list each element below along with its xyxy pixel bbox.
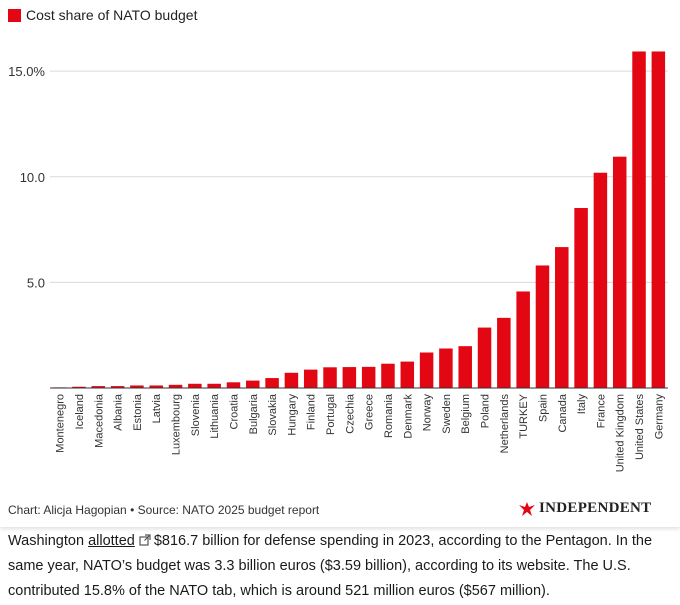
- x-tick-label: Macedonia: [93, 393, 105, 448]
- gridlines: 5.0 10.0 15.0%: [8, 64, 668, 290]
- bar-macedonia: [91, 386, 106, 388]
- external-link-icon[interactable]: [139, 534, 151, 546]
- x-tick-label: Czechia: [344, 393, 356, 434]
- x-tick-label: Albania: [113, 393, 125, 431]
- article-text-before: Washington: [8, 533, 89, 549]
- x-tick-label: Slovakia: [267, 393, 279, 435]
- x-tick-label: Denmark: [402, 394, 414, 439]
- chart-source: Chart: Alicja Hagopian • Source: NATO 20…: [8, 503, 320, 517]
- x-tick-label: Latvia: [151, 393, 163, 423]
- x-tick-label: United Kingdom: [615, 394, 627, 472]
- x-tick-label: Belgium: [460, 394, 472, 434]
- x-tick-label: Sweden: [441, 394, 453, 434]
- legend-swatch: [8, 8, 21, 22]
- x-axis-labels: Montenegro Iceland Macedonia Albania Estonia…: [55, 393, 666, 472]
- x-tick-label: Montenegro: [55, 394, 67, 453]
- x-tick-label: Bulgaria: [248, 393, 260, 434]
- x-tick-label: Poland: [480, 394, 492, 428]
- bar-chart: 5.0 10.0 15.0% Montenegro Iceland Macedonia A…: [8, 51, 668, 472]
- x-tick-label: United States: [634, 394, 646, 461]
- bar-estonia: [130, 385, 144, 388]
- eagle-logo-icon: [519, 501, 535, 516]
- x-tick-label: Italy: [576, 394, 588, 415]
- x-tick-label: Germany: [653, 394, 665, 440]
- article-paragraph: Washington allotted $816.7 billion for de…: [8, 529, 674, 604]
- bar-spain: [535, 265, 550, 388]
- bar-france: [593, 172, 608, 388]
- chart-card: Cost share of NATO budget 5.0 10.0 15.0% M…: [8, 7, 668, 517]
- bar-netherlands: [497, 317, 511, 388]
- bar-lithuania: [207, 383, 221, 388]
- legend: Cost share of NATO budget: [8, 7, 197, 23]
- bar-denmark: [400, 361, 415, 388]
- x-tick-label: Estonia: [132, 393, 144, 431]
- bar-iceland: [72, 386, 86, 388]
- x-tick-label: Croatia: [228, 393, 240, 429]
- bar-albania: [110, 386, 125, 388]
- allotted-link[interactable]: allotted: [88, 533, 135, 549]
- x-tick-label: Canada: [557, 393, 569, 432]
- x-tick-label: Lithuania: [209, 393, 221, 439]
- bar-belgium: [458, 346, 472, 388]
- bar-germany: [651, 51, 666, 388]
- x-tick-label: Portugal: [325, 394, 337, 435]
- x-tick-label: Norway: [422, 394, 434, 432]
- x-tick-label: TURKEY: [518, 393, 530, 438]
- x-tick-label: Iceland: [74, 394, 86, 429]
- bar-hungary: [284, 372, 299, 388]
- bar-united-states: [632, 51, 646, 388]
- bar-sweden: [439, 348, 453, 388]
- bar-bulgaria: [246, 380, 260, 388]
- bar-czechia: [342, 367, 357, 388]
- bar-luxembourg: [168, 384, 183, 388]
- bar-portugal: [323, 367, 337, 388]
- bar-united-kingdom: [612, 156, 627, 388]
- bar-slovakia: [265, 378, 279, 388]
- bar-turkey: [516, 291, 530, 388]
- bar-poland: [477, 327, 492, 388]
- x-tick-label: Spain: [537, 394, 549, 422]
- bar-italy: [574, 208, 588, 388]
- x-tick-label: Netherlands: [499, 394, 511, 454]
- bar-slovenia: [188, 383, 202, 388]
- x-tick-label: Slovenia: [190, 393, 202, 436]
- bar-croatia: [226, 382, 241, 388]
- bar-greece: [361, 366, 376, 388]
- x-tick-label: Greece: [364, 394, 376, 430]
- bar-norway: [419, 352, 434, 388]
- bars: [52, 51, 666, 388]
- x-tick-label: Hungary: [286, 394, 298, 436]
- bar-romania: [381, 363, 395, 388]
- y-tick-label: 15.0%: [8, 64, 45, 79]
- legend-label: Cost share of NATO budget: [26, 7, 198, 23]
- independent-logo[interactable]: INDEPENDENT: [518, 500, 651, 517]
- x-tick-label: Luxembourg: [171, 394, 183, 455]
- logo-text: INDEPENDENT: [539, 500, 652, 516]
- x-tick-label: Finland: [306, 394, 318, 430]
- bar-finland: [303, 369, 318, 388]
- y-tick-label: 10.0: [20, 170, 45, 185]
- x-tick-label: Romania: [383, 393, 395, 438]
- article-text-after: $816.7 billion for defense spending in 2…: [8, 533, 653, 599]
- y-tick-label: 5.0: [27, 275, 45, 290]
- bar-latvia: [149, 385, 163, 388]
- x-tick-label: France: [595, 394, 607, 428]
- bar-canada: [555, 247, 569, 388]
